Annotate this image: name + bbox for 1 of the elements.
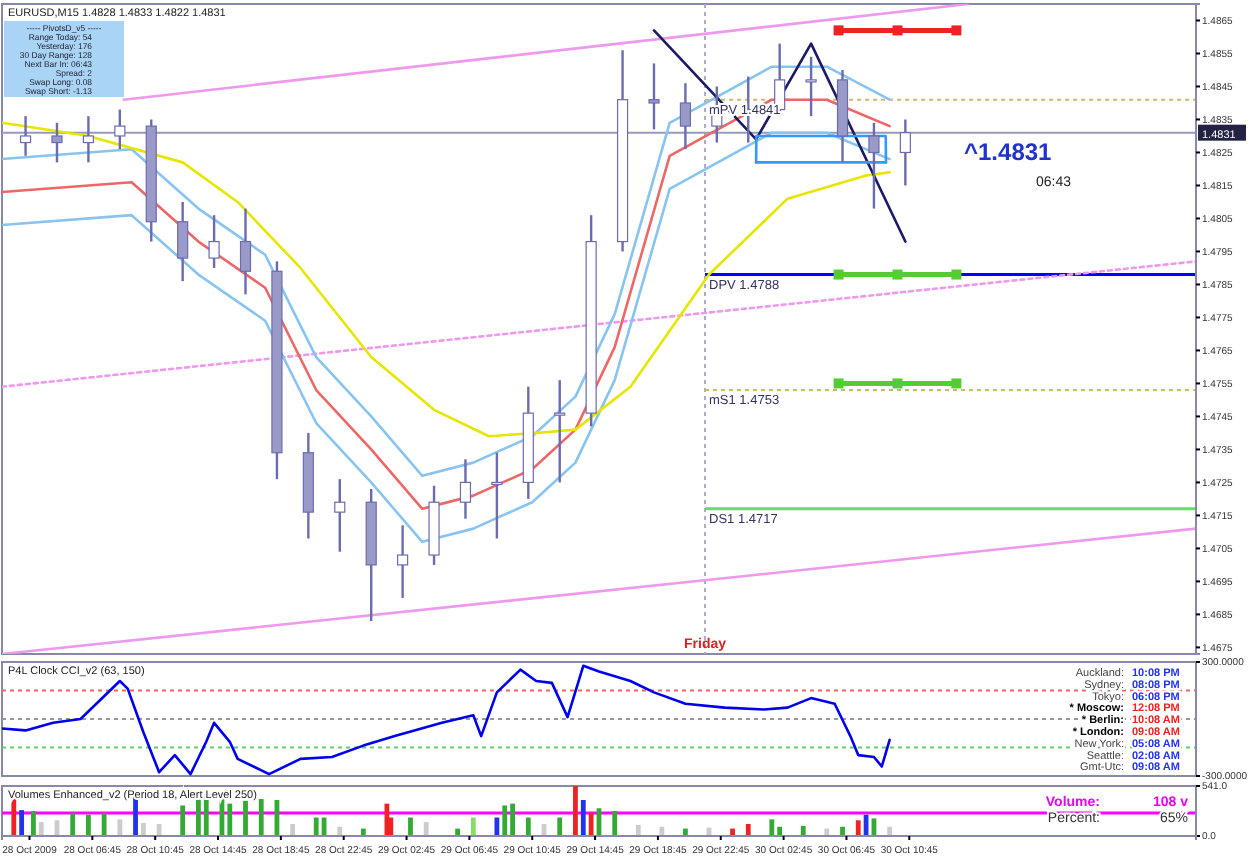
annotation: ^1.4831 [964, 138, 1053, 166]
